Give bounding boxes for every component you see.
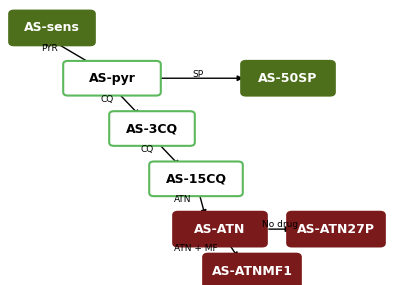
Text: AS-sens: AS-sens: [24, 21, 80, 34]
Text: PYR: PYR: [41, 44, 58, 53]
Text: AS-ATN27P: AS-ATN27P: [297, 223, 375, 236]
Text: SP: SP: [192, 70, 204, 79]
Text: AS-50SP: AS-50SP: [258, 72, 318, 85]
Text: AS-ATNMF1: AS-ATNMF1: [212, 264, 292, 278]
Text: CQ: CQ: [101, 95, 114, 104]
FancyBboxPatch shape: [287, 212, 385, 247]
FancyBboxPatch shape: [63, 61, 161, 95]
Text: ATN: ATN: [174, 195, 191, 204]
FancyBboxPatch shape: [109, 111, 195, 146]
Text: AS-15CQ: AS-15CQ: [166, 172, 226, 185]
FancyBboxPatch shape: [9, 11, 95, 45]
FancyBboxPatch shape: [203, 254, 301, 285]
Text: AS-3CQ: AS-3CQ: [126, 122, 178, 135]
FancyBboxPatch shape: [149, 162, 243, 196]
Text: AS-ATN: AS-ATN: [194, 223, 246, 236]
FancyBboxPatch shape: [241, 61, 335, 95]
Text: No drug: No drug: [262, 220, 298, 229]
Text: ATN + MF: ATN + MF: [174, 244, 218, 253]
Text: CQ: CQ: [141, 145, 154, 154]
FancyBboxPatch shape: [173, 212, 267, 247]
Text: AS-pyr: AS-pyr: [88, 72, 136, 85]
